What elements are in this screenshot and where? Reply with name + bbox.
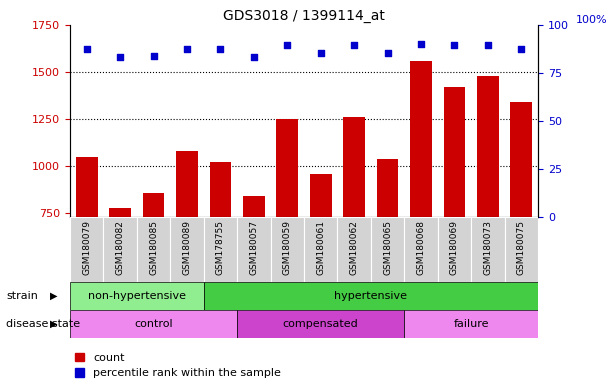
Text: disease state: disease state xyxy=(6,319,80,329)
Point xyxy=(316,50,326,56)
Text: GSM180085: GSM180085 xyxy=(149,220,158,275)
Point xyxy=(282,41,292,48)
Bar xyxy=(176,151,198,354)
Text: ▶: ▶ xyxy=(50,319,58,329)
Text: GSM180079: GSM180079 xyxy=(82,220,91,275)
Point xyxy=(81,46,91,53)
FancyBboxPatch shape xyxy=(237,217,271,282)
Point xyxy=(449,41,460,48)
Bar xyxy=(210,162,231,354)
Bar xyxy=(204,282,538,310)
Text: GSM180068: GSM180068 xyxy=(416,220,426,275)
FancyBboxPatch shape xyxy=(371,217,404,282)
Point xyxy=(215,46,225,53)
Text: GSM180075: GSM180075 xyxy=(517,220,526,275)
Bar xyxy=(310,174,331,354)
Text: GSM180061: GSM180061 xyxy=(316,220,325,275)
Text: GSM180082: GSM180082 xyxy=(116,220,125,275)
Text: GSM180059: GSM180059 xyxy=(283,220,292,275)
Bar xyxy=(76,157,97,354)
Point xyxy=(148,53,158,59)
FancyBboxPatch shape xyxy=(170,217,204,282)
FancyBboxPatch shape xyxy=(271,217,304,282)
Bar xyxy=(277,119,298,354)
Point xyxy=(182,46,192,53)
Bar xyxy=(511,102,532,354)
Text: 100%: 100% xyxy=(576,15,607,25)
Text: strain: strain xyxy=(6,291,38,301)
Bar xyxy=(444,87,465,354)
Point xyxy=(416,41,426,47)
Bar xyxy=(70,310,237,338)
Bar xyxy=(477,76,499,354)
FancyBboxPatch shape xyxy=(70,217,103,282)
Bar xyxy=(344,117,365,354)
FancyBboxPatch shape xyxy=(337,217,371,282)
FancyBboxPatch shape xyxy=(471,217,505,282)
FancyBboxPatch shape xyxy=(304,217,337,282)
Bar xyxy=(70,282,204,310)
Bar xyxy=(377,159,398,354)
Text: GSM180065: GSM180065 xyxy=(383,220,392,275)
Text: GSM178755: GSM178755 xyxy=(216,220,225,275)
FancyBboxPatch shape xyxy=(137,217,170,282)
Bar xyxy=(410,61,432,354)
Text: failure: failure xyxy=(454,319,489,329)
FancyBboxPatch shape xyxy=(404,217,438,282)
Point xyxy=(483,41,493,48)
FancyBboxPatch shape xyxy=(204,217,237,282)
Title: GDS3018 / 1399114_at: GDS3018 / 1399114_at xyxy=(223,8,385,23)
Text: GSM180073: GSM180073 xyxy=(483,220,492,275)
Text: GSM180062: GSM180062 xyxy=(350,220,359,275)
Text: ▶: ▶ xyxy=(50,291,58,301)
Text: control: control xyxy=(134,319,173,329)
Text: GSM180089: GSM180089 xyxy=(182,220,192,275)
Legend: count, percentile rank within the sample: count, percentile rank within the sample xyxy=(75,353,281,379)
Bar xyxy=(109,207,131,354)
Point xyxy=(115,54,125,60)
Text: compensated: compensated xyxy=(283,319,359,329)
Bar xyxy=(243,196,264,354)
Point xyxy=(383,50,393,56)
Text: hypertensive: hypertensive xyxy=(334,291,407,301)
Point xyxy=(249,54,259,60)
FancyBboxPatch shape xyxy=(505,217,538,282)
Bar xyxy=(404,310,538,338)
Text: GSM180057: GSM180057 xyxy=(249,220,258,275)
Point xyxy=(349,41,359,48)
FancyBboxPatch shape xyxy=(103,217,137,282)
Point xyxy=(517,46,527,53)
Text: non-hypertensive: non-hypertensive xyxy=(88,291,186,301)
Bar xyxy=(237,310,404,338)
Text: GSM180069: GSM180069 xyxy=(450,220,459,275)
Bar xyxy=(143,194,164,354)
FancyBboxPatch shape xyxy=(438,217,471,282)
